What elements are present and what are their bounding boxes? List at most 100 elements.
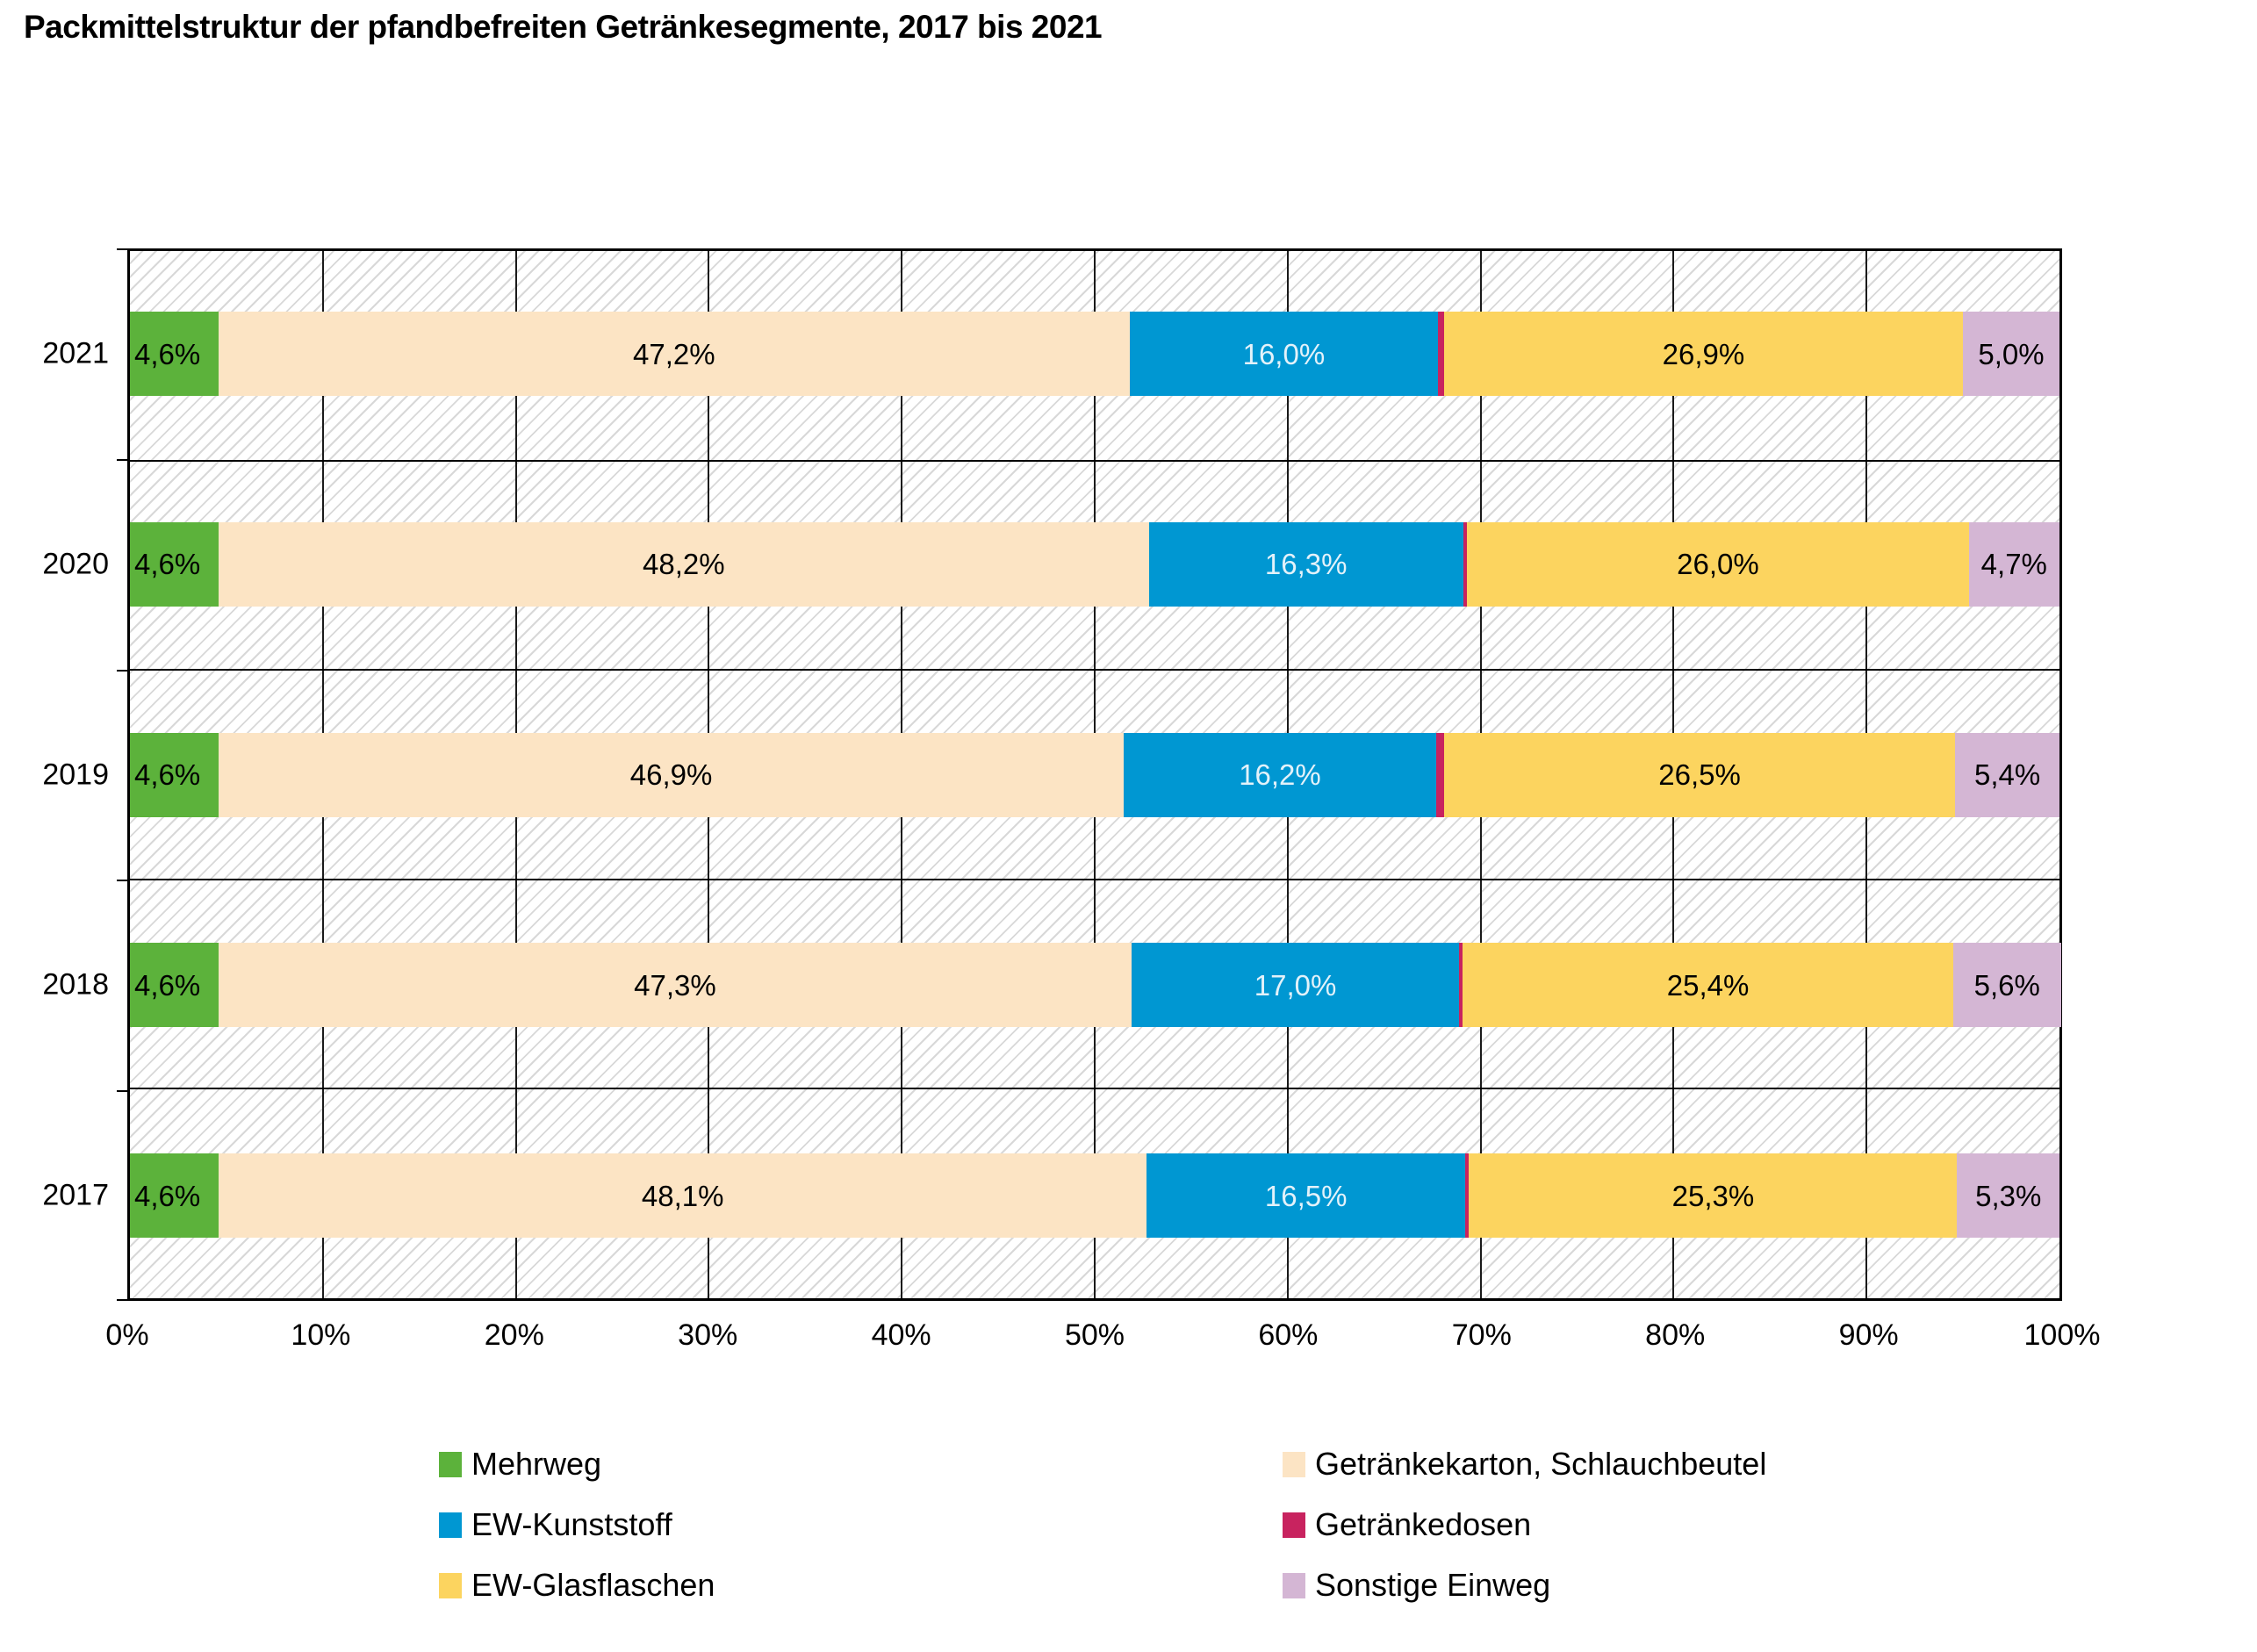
- y-label-2019: 2019: [42, 758, 109, 791]
- bar-segment-ew-kunststoff: 16,0%: [1129, 312, 1439, 396]
- bar-segment-mehrweg: 4,6%: [130, 521, 219, 607]
- x-tick-label: 90%: [1838, 1318, 1899, 1352]
- bar-segment-sonstige-einweg: 4,7%: [1968, 521, 2059, 607]
- legend-swatch: [439, 1451, 462, 1477]
- segment-label: 47,3%: [634, 968, 716, 1002]
- legend-item: EW-Glasflaschen: [439, 1567, 715, 1603]
- y-axis-tick: [117, 1090, 129, 1093]
- legend-swatch: [439, 1572, 462, 1598]
- y-label-2017: 2017: [42, 1178, 109, 1212]
- bar-segment-ew-glasflaschen: 26,9%: [1443, 312, 1964, 396]
- legend-swatch: [1283, 1451, 1305, 1477]
- x-tick-label: 40%: [871, 1318, 931, 1352]
- segment-label: 48,2%: [643, 548, 725, 581]
- legend-swatch: [439, 1512, 462, 1538]
- bar-segment-sonstige-einweg: 5,6%: [1952, 943, 2061, 1028]
- y-axis-tick: [117, 248, 129, 250]
- x-tick-label: 60%: [1258, 1318, 1319, 1352]
- bar-segment-getraenkedosen: [1459, 943, 1463, 1028]
- segment-label: 16,2%: [1239, 758, 1321, 792]
- legend-label: Sonstige Einweg: [1315, 1567, 1551, 1603]
- y-label-2018: 2018: [42, 967, 109, 1002]
- bar-row-2020: 4,6% 48,2% 16,3% 26,0% 4,7%: [130, 521, 2059, 607]
- bar-segment-sonstige-einweg: 5,3%: [1957, 1153, 2059, 1239]
- segment-label: 46,9%: [629, 758, 713, 792]
- segment-label: 26,5%: [1658, 758, 1741, 792]
- legend-label: Getränkedosen: [1315, 1506, 1532, 1542]
- bar-segment-mehrweg: 4,6%: [130, 943, 219, 1028]
- legend-item: Sonstige Einweg: [1283, 1567, 1766, 1603]
- y-axis-tick: [117, 669, 129, 672]
- segment-label: 16,0%: [1242, 337, 1326, 370]
- band-separator: [130, 669, 2059, 672]
- segment-label: 4,6%: [134, 758, 201, 792]
- y-label-2020: 2020: [42, 547, 109, 581]
- legend-label: Getränkekarton, Schlauchbeutel: [1315, 1446, 1767, 1482]
- x-tick-label: 10%: [291, 1318, 351, 1352]
- legend-item: Getränkedosen: [1283, 1506, 1766, 1542]
- bar-segment-getraenkekarton-schlauchbeutel: 48,2%: [219, 521, 1149, 607]
- segment-label: 26,0%: [1677, 548, 1759, 581]
- segment-label: 5,3%: [1975, 1179, 2042, 1212]
- band-separator: [130, 459, 2059, 462]
- bar-segment-getraenkekarton-schlauchbeutel: 46,9%: [219, 732, 1124, 817]
- bar-segment-getraenkekarton-schlauchbeutel: 48,1%: [219, 1153, 1147, 1239]
- segment-label: 4,7%: [1980, 548, 2047, 581]
- legend-label: EW-Kunststoff: [471, 1506, 672, 1542]
- legend-item: Getränkekarton, Schlauchbeutel: [1283, 1446, 1767, 1482]
- x-tick-label: 30%: [678, 1318, 738, 1352]
- segment-label: 5,4%: [1974, 758, 2041, 792]
- bar-segment-getraenkedosen: [1436, 732, 1444, 817]
- legend-swatch: [1283, 1572, 1305, 1598]
- bar-row-2018: 4,6% 47,3% 17,0% 25,4% 5,6%: [130, 943, 2061, 1028]
- legend-item: EW-Kunststoff: [439, 1506, 715, 1542]
- y-axis-tick: [117, 1299, 129, 1301]
- x-tick-label: 80%: [1645, 1318, 1706, 1352]
- bar-segment-getraenkedosen: [1463, 521, 1468, 607]
- segment-label: 48,1%: [641, 1179, 724, 1212]
- bar-segment-getraenkekarton-schlauchbeutel: 47,3%: [219, 943, 1132, 1028]
- bar-segment-mehrweg: 4,6%: [130, 1153, 219, 1239]
- segment-label: 26,9%: [1662, 337, 1745, 370]
- bar-segment-sonstige-einweg: 5,0%: [1963, 312, 2059, 396]
- segment-label: 5,0%: [1978, 337, 2045, 370]
- legend-label: EW-Glasflaschen: [471, 1567, 715, 1603]
- segment-label: 4,6%: [134, 1179, 201, 1212]
- bar-segment-mehrweg: 4,6%: [130, 732, 219, 817]
- bar-row-2019: 4,6% 46,9% 16,2% 26,5% 5,4%: [130, 732, 2059, 817]
- legend-label: Mehrweg: [471, 1446, 602, 1482]
- band-separator: [130, 878, 2059, 880]
- legend-swatch: [1283, 1512, 1305, 1538]
- segment-label: 47,2%: [633, 337, 715, 370]
- bar-segment-ew-glasflaschen: 26,5%: [1443, 732, 1956, 817]
- x-tick-label: 20%: [484, 1318, 544, 1352]
- segment-label: 4,6%: [134, 968, 201, 1002]
- segment-label: 5,6%: [1973, 968, 2040, 1002]
- bar-segment-sonstige-einweg: 5,4%: [1955, 732, 2059, 817]
- bar-segment-ew-glasflaschen: 25,4%: [1463, 943, 1953, 1028]
- x-tick-label: 0%: [105, 1318, 149, 1352]
- bar-segment-getraenkekarton-schlauchbeutel: 47,2%: [219, 312, 1130, 396]
- x-tick-label: 50%: [1064, 1318, 1125, 1352]
- x-axis: 0% 10% 20% 30% 40% 50% 60% 70% 80% 90% 100%: [105, 1318, 2100, 1362]
- bar-segment-ew-kunststoff: 17,0%: [1131, 943, 1460, 1028]
- bar-segment-mehrweg: 4,6%: [130, 312, 219, 396]
- bar-segment-ew-kunststoff: 16,2%: [1123, 732, 1437, 817]
- y-axis-tick: [117, 880, 129, 882]
- x-tick-label: 100%: [2023, 1318, 2101, 1352]
- segment-label: 17,0%: [1254, 968, 1337, 1002]
- segment-label: 16,3%: [1264, 548, 1348, 581]
- segment-label: 25,4%: [1666, 968, 1750, 1002]
- bar-segment-ew-kunststoff: 16,5%: [1146, 1153, 1465, 1239]
- band-separator: [130, 1088, 2059, 1090]
- x-tick-label: 70%: [1451, 1318, 1512, 1352]
- bar-segment-ew-kunststoff: 16,3%: [1148, 521, 1463, 607]
- bar-row-2021: 4,6% 47,2% 16,0% 26,9% 5,0%: [130, 312, 2059, 396]
- legend-item: Mehrweg: [439, 1446, 715, 1482]
- bar-row-2017: 4,6% 48,1% 16,5% 25,3% 5,3%: [130, 1153, 2059, 1239]
- bar-segment-getraenkedosen: [1438, 312, 1444, 396]
- segment-label: 4,6%: [134, 337, 201, 370]
- bar-segment-ew-glasflaschen: 25,3%: [1469, 1153, 1958, 1239]
- bar-segment-ew-glasflaschen: 26,0%: [1467, 521, 1969, 607]
